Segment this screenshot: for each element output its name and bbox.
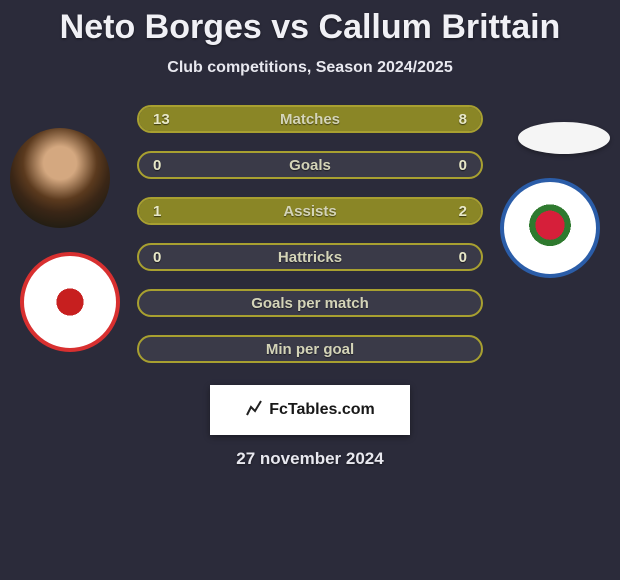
stat-bar-goals-per-match: Goals per match xyxy=(137,289,483,317)
stat-value-right: 0 xyxy=(459,249,467,266)
date-text: 27 november 2024 xyxy=(0,449,620,469)
stat-value-left: 13 xyxy=(153,111,170,128)
stat-value-left: 0 xyxy=(153,157,161,174)
stat-label: Goals per match xyxy=(251,295,369,312)
club-badge-left xyxy=(20,252,120,352)
stat-bar-assists: 1 Assists 2 xyxy=(137,197,483,225)
club-badge-right xyxy=(500,178,600,278)
stat-bar-matches: 13 Matches 8 xyxy=(137,105,483,133)
stat-label: Min per goal xyxy=(266,341,354,358)
brand-text: FcTables.com xyxy=(269,401,375,419)
subtitle: Club competitions, Season 2024/2025 xyxy=(0,59,620,77)
stat-label: Goals xyxy=(289,157,331,174)
avatar-player-right xyxy=(518,122,610,154)
stat-value-left: 0 xyxy=(153,249,161,266)
stat-bar-goals: 0 Goals 0 xyxy=(137,151,483,179)
stat-value-right: 0 xyxy=(459,157,467,174)
stat-value-left: 1 xyxy=(153,203,161,220)
chart-icon xyxy=(245,399,263,422)
avatar-player-left xyxy=(10,128,110,228)
stat-label: Hattricks xyxy=(278,249,342,266)
stat-bar-hattricks: 0 Hattricks 0 xyxy=(137,243,483,271)
stat-label: Assists xyxy=(283,203,336,220)
stat-label: Matches xyxy=(280,111,340,128)
stat-value-right: 2 xyxy=(459,203,467,220)
stats-bars: 13 Matches 8 0 Goals 0 1 Assists 2 0 Hat… xyxy=(137,105,483,363)
stat-bar-min-per-goal: Min per goal xyxy=(137,335,483,363)
brand-link[interactable]: FcTables.com xyxy=(210,385,410,435)
stat-value-right: 8 xyxy=(459,111,467,128)
page-title: Neto Borges vs Callum Brittain xyxy=(0,8,620,47)
